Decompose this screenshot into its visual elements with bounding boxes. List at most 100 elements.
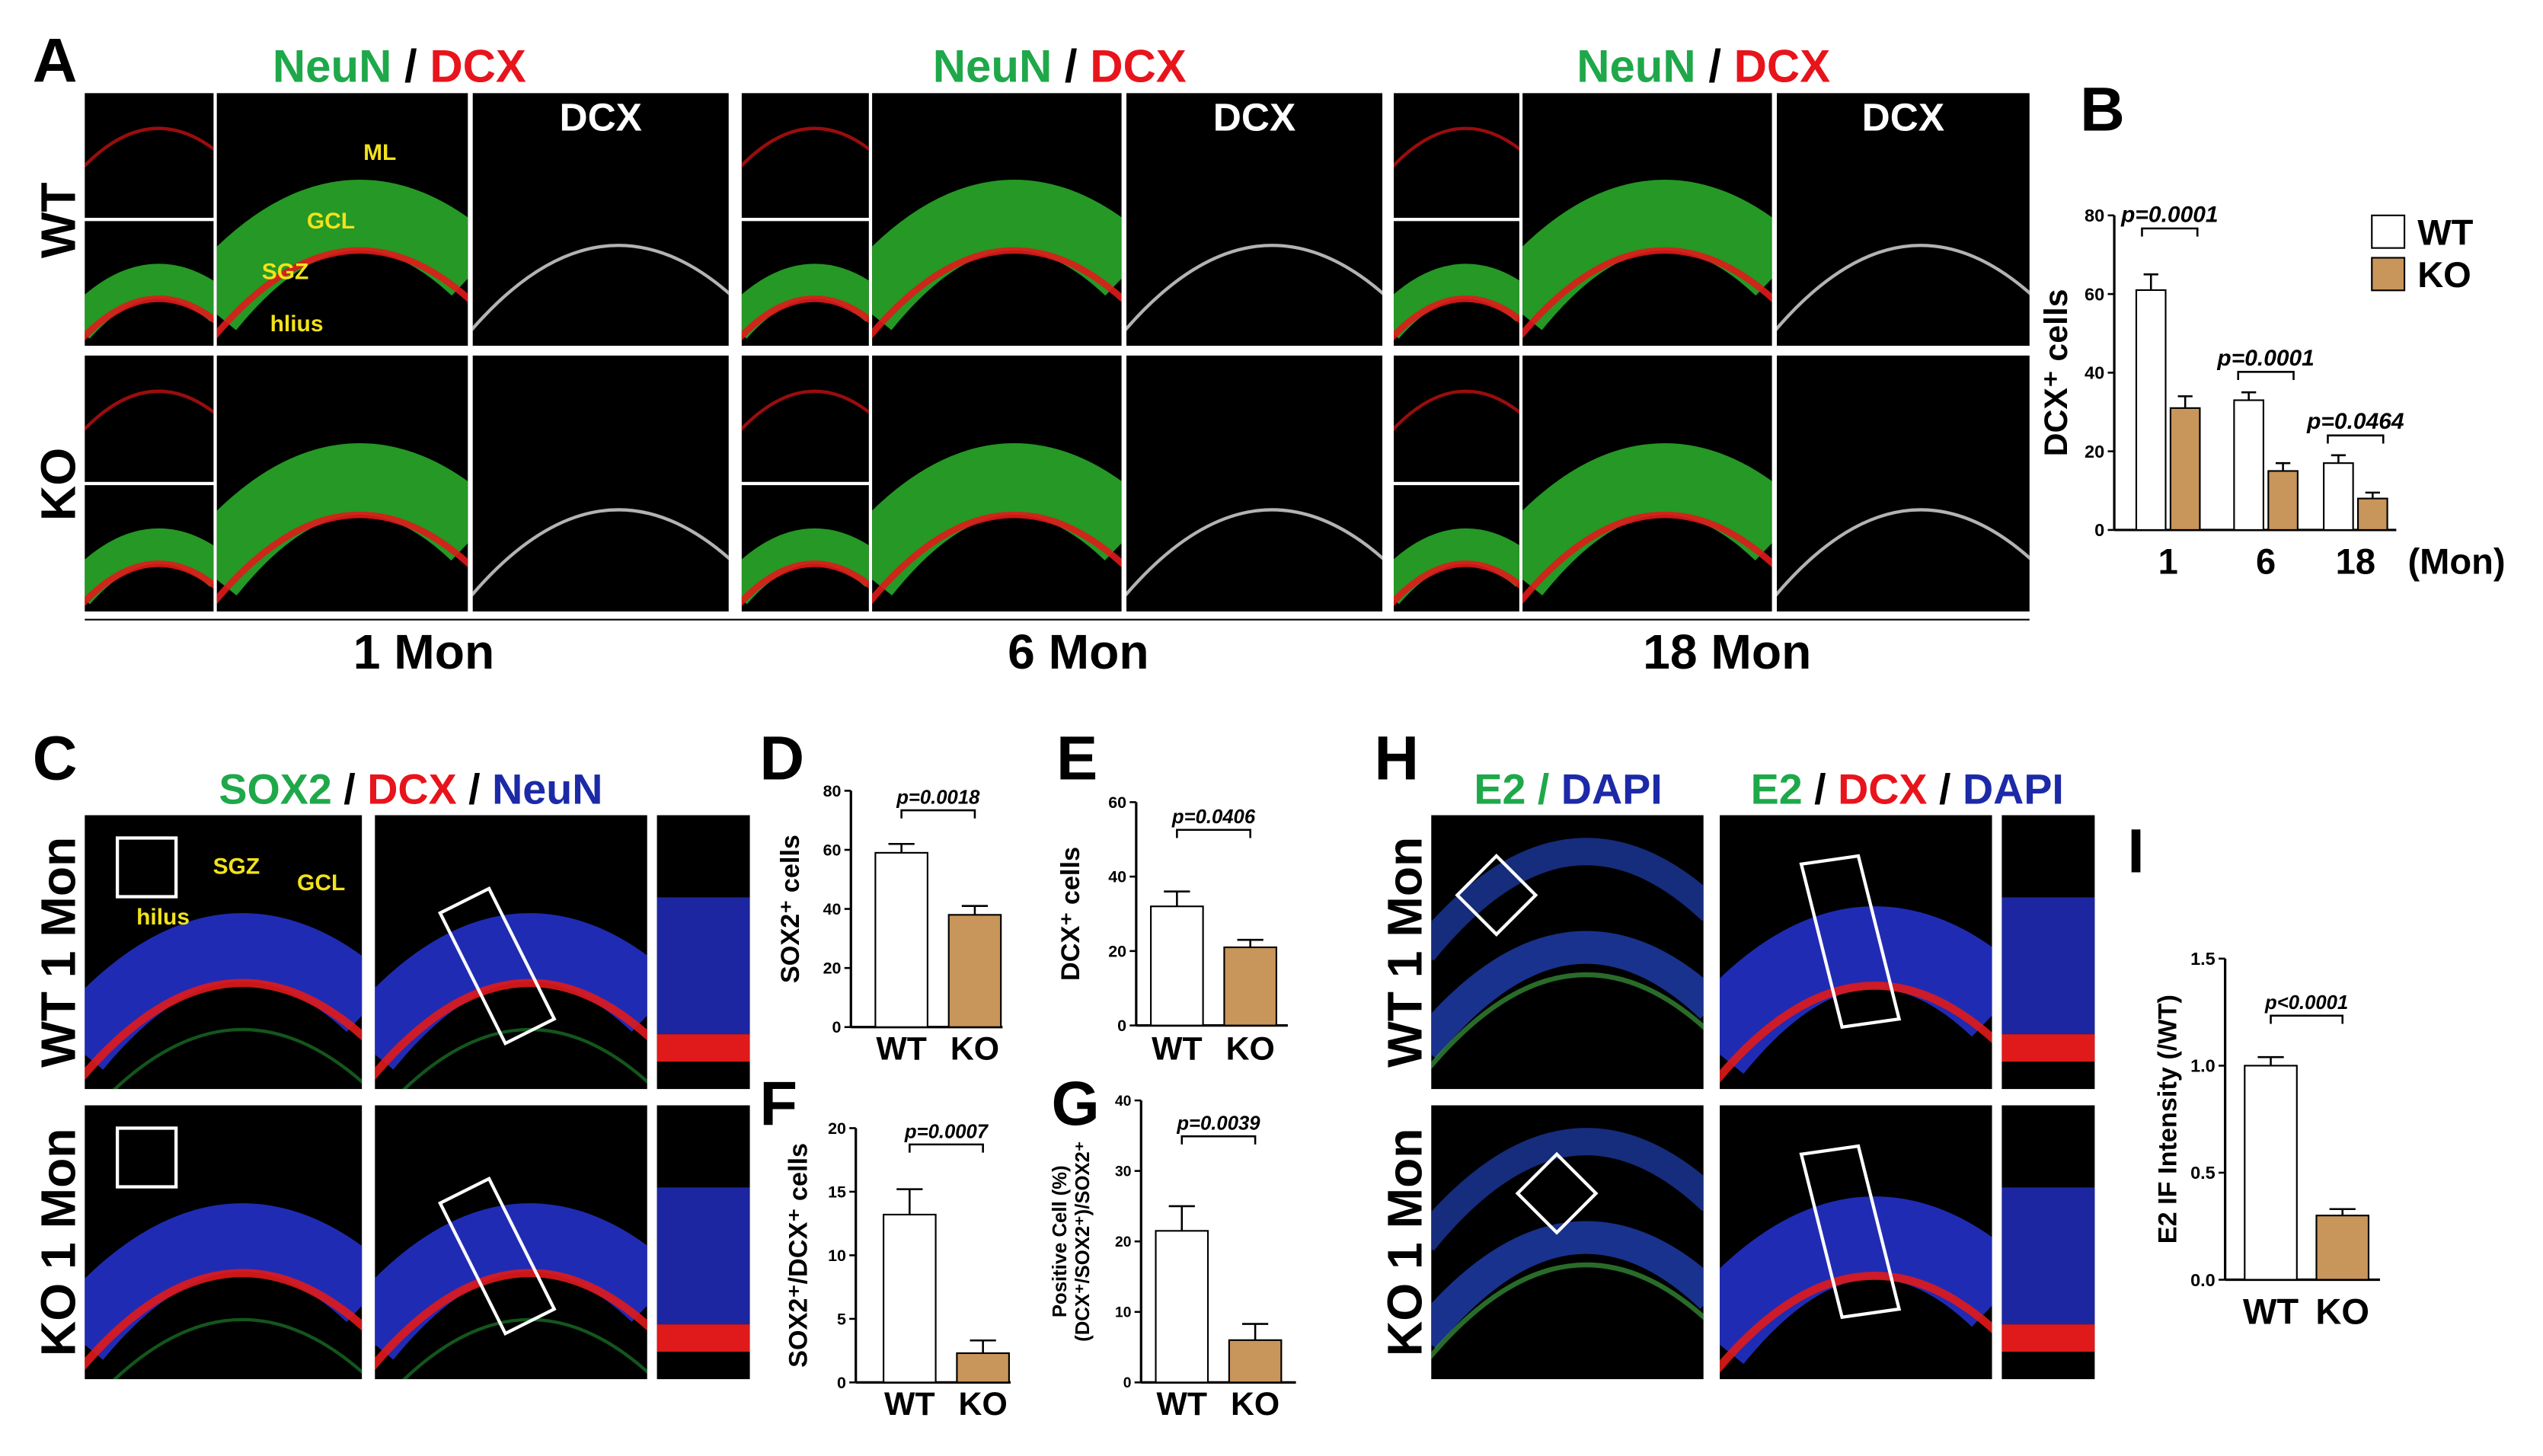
- cell-layer: [741, 389, 869, 432]
- y-tick-label: 20: [828, 1119, 846, 1138]
- row-label: WT 1 Mon: [1377, 837, 1432, 1068]
- stain-label: DCX: [430, 40, 526, 91]
- bar: [2233, 399, 2264, 532]
- stain-label: NeuN: [492, 766, 602, 813]
- stain-label: DAPI: [1963, 766, 2064, 813]
- y-tick-label: 20: [2085, 442, 2104, 461]
- error-bar: [2257, 1055, 2284, 1066]
- y-axis-label: DCX⁺ cells: [1056, 847, 1085, 981]
- micrograph-content: [1394, 389, 1519, 432]
- x-tick-label: WT: [1157, 1386, 1208, 1422]
- bar: [2315, 1215, 2370, 1281]
- cell-layer: [375, 1269, 647, 1371]
- bar: [947, 914, 1002, 1028]
- y-axis-label: E2 IF Intensity (/WT): [2153, 995, 2182, 1244]
- y-tick-label: 0: [832, 1018, 842, 1036]
- micrograph-content: [1522, 443, 1772, 605]
- x-tick-label: WT: [884, 1386, 935, 1422]
- panel-label: G: [1052, 1069, 1100, 1138]
- micrograph-content: [741, 528, 869, 607]
- cell-layer: [85, 560, 214, 607]
- roi-box: [438, 886, 557, 1046]
- micrograph-content: [1394, 126, 1519, 168]
- cell-layer: [401, 1027, 647, 1090]
- micrograph: [1394, 93, 1519, 219]
- cell-layer: [872, 180, 1122, 330]
- y-axis-label: (DCX⁺/SOX2⁺)/SOX2⁺: [1072, 1141, 1094, 1342]
- micrograph-content: [375, 1203, 647, 1380]
- panel-header: SOX2 / DCX / NeuN: [219, 766, 602, 813]
- cell-layer: [1522, 180, 1772, 330]
- bar: [1223, 946, 1277, 1027]
- legend-label: WT: [2417, 212, 2473, 252]
- roi-box: [115, 836, 178, 899]
- y-tick-label: 40: [1108, 868, 1126, 886]
- separator: /: [343, 766, 355, 813]
- micrograph: [1394, 355, 1519, 482]
- cell-layer: [85, 1269, 363, 1371]
- roi-box: [1799, 854, 1902, 1030]
- cell-layer: [741, 126, 869, 168]
- panel-header: NeuN / DCX: [933, 40, 1187, 91]
- separator: /: [468, 766, 480, 813]
- x-tick-label: KO: [1226, 1031, 1275, 1068]
- y-axis-label: DCX⁺ cells: [2038, 289, 2075, 456]
- bar: [2244, 1065, 2298, 1281]
- micrograph-content: [472, 244, 729, 332]
- micrograph: [741, 355, 869, 482]
- legend-swatch: [2371, 214, 2406, 249]
- roi-box: [1455, 853, 1538, 937]
- cell-layer: [85, 295, 214, 341]
- legend-swatch: [2371, 257, 2406, 292]
- micrograph-content: [1720, 906, 1992, 1084]
- y-tick-label: 80: [823, 782, 842, 800]
- micrograph-content: [1720, 1196, 1992, 1374]
- zoom-fill: [657, 1187, 750, 1325]
- x-tick-label: WT: [876, 1031, 927, 1068]
- x-tick-label: KO: [950, 1031, 999, 1068]
- y-tick-label: 0: [1117, 1017, 1126, 1035]
- roi-box: [1799, 1144, 1902, 1320]
- micrograph-content: [85, 1203, 363, 1380]
- micrograph: [1126, 93, 1383, 346]
- error-bar: [1168, 1205, 1195, 1231]
- stain-label: E2: [1751, 766, 1803, 813]
- y-tick-label: 60: [823, 841, 842, 859]
- y-tick-label: 20: [1108, 942, 1126, 960]
- y-axis-label: SOX2⁺ cells: [776, 835, 805, 983]
- bar: [1150, 905, 1204, 1027]
- panel-label: D: [759, 723, 804, 793]
- bar: [2267, 470, 2299, 532]
- channel-label: DCX: [560, 96, 642, 139]
- error-bar: [1241, 1323, 1269, 1340]
- micrograph: [85, 355, 214, 482]
- legend-label: KO: [2417, 254, 2471, 295]
- row-label: KO 1 Mon: [30, 1128, 85, 1356]
- y-tick-label: 0: [2094, 520, 2104, 540]
- cell-layer: [872, 247, 1122, 339]
- error-bar: [896, 1188, 923, 1215]
- channel-label: DCX: [1862, 96, 1944, 139]
- zoom-fill: [2001, 1187, 2095, 1325]
- cell-layer: [1394, 126, 1519, 168]
- bar: [2169, 407, 2201, 532]
- cell-layer: [1431, 838, 1704, 961]
- cell-layer: [85, 389, 214, 432]
- bar: [2356, 497, 2388, 532]
- y-tick-label: 30: [1115, 1164, 1131, 1180]
- micrograph-content: [1126, 244, 1383, 332]
- cell-layer: [112, 1317, 363, 1380]
- significance-bracket: [1180, 1135, 1257, 1145]
- y-tick-label: 40: [823, 900, 842, 918]
- cell-layer: [1777, 244, 2030, 331]
- time-label: 18 Mon: [1643, 624, 1811, 679]
- micrograph-content: [216, 180, 468, 339]
- significance-bracket: [1176, 829, 1251, 838]
- error-bar: [970, 1339, 996, 1353]
- panel-header: NeuN / DCX: [1577, 40, 1830, 91]
- panel-header: E2 / DCX / DAPI: [1751, 766, 2064, 813]
- bar: [956, 1352, 1010, 1384]
- micrograph: [472, 355, 729, 611]
- bar: [1228, 1339, 1283, 1384]
- y-tick-label: 0.0: [2190, 1270, 2216, 1290]
